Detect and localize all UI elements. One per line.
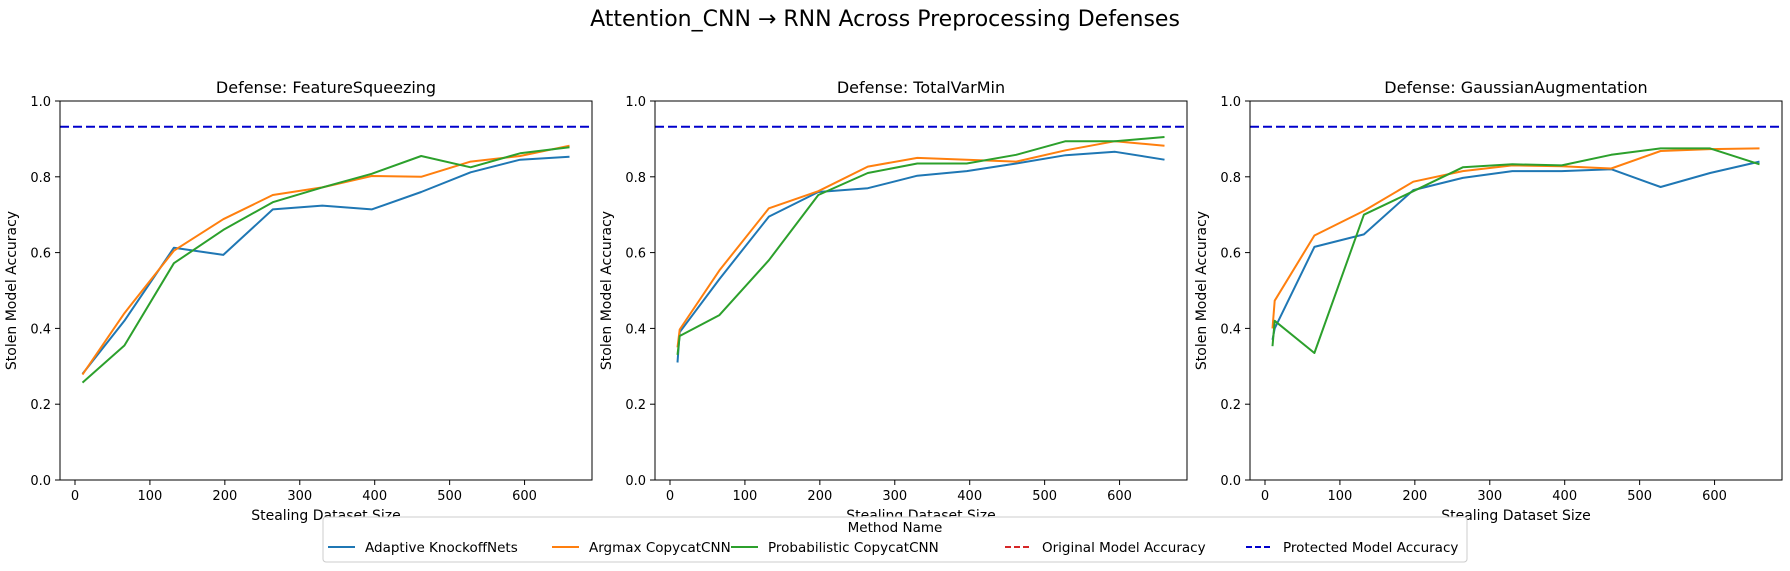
series-line-argmax-copycatcnn: [1271, 147, 1760, 329]
y-tick-label: 0.0: [625, 474, 646, 489]
axes-frame: [654, 100, 1188, 481]
y-axis-label: Stolen Model Accuracy: [599, 211, 615, 370]
x-tick-label: 300: [882, 489, 907, 504]
x-tick-label: 200: [1402, 489, 1427, 504]
y-tick-label: 0.0: [1220, 474, 1241, 489]
x-tick-label: 300: [287, 489, 312, 504]
y-tick-label: 1.0: [1220, 95, 1241, 110]
x-tick-label: 400: [1552, 489, 1577, 504]
legend-item: Protected Model Accuracy: [1246, 540, 1458, 556]
y-tick-label: 0.6: [30, 247, 51, 262]
x-tick-label: 200: [212, 489, 237, 504]
y-tick-label: 0.8: [30, 171, 51, 186]
x-tick-label: 500: [1032, 489, 1057, 504]
series-line-argmax-copycatcnn: [81, 144, 570, 376]
y-tick-label: 0.4: [1220, 322, 1241, 337]
axes-frame: [59, 100, 593, 481]
y-tick-label: 0.8: [625, 171, 646, 186]
axes-frame: [1249, 100, 1783, 481]
series-line-probabilistic-copycatcnn: [1271, 147, 1760, 354]
y-tick-label: 0.4: [30, 322, 51, 337]
x-tick-label: 0: [71, 489, 79, 504]
y-tick-label: 1.0: [625, 95, 646, 110]
x-tick-label: 200: [807, 489, 832, 504]
legend-items: Adaptive KnockoffNets Argmax CopycatCNN Pr…: [328, 540, 1458, 556]
y-tick-label: 1.0: [30, 95, 51, 110]
y-tick-label: 0.0: [30, 474, 51, 489]
x-tick-label: 500: [437, 489, 462, 504]
series-line-adaptive-knockoffnets: [81, 155, 570, 375]
x-tick-label: 0: [666, 489, 674, 504]
legend-item: Adaptive KnockoffNets: [328, 540, 518, 556]
legend-item: Original Model Accuracy: [1005, 540, 1206, 556]
legend-label: Argmax CopycatCNN: [589, 540, 731, 556]
x-tick-label: 600: [1107, 489, 1132, 504]
series-line-argmax-copycatcnn: [676, 140, 1165, 348]
y-axis-label: Stolen Model Accuracy: [4, 211, 20, 370]
y-tick-label: 0.2: [625, 398, 646, 413]
x-tick-label: 500: [1627, 489, 1652, 504]
x-tick-label: 100: [1328, 489, 1353, 504]
y-tick-label: 0.2: [1220, 398, 1241, 413]
x-axis-label: Stealing Dataset Size: [1441, 508, 1591, 524]
series-line-adaptive-knockoffnets: [676, 150, 1165, 363]
x-tick-label: 400: [957, 489, 982, 504]
x-tick-label: 600: [1702, 489, 1727, 504]
panel-1: Defense: FeatureSqueezing 0 100 200 300 400 50…: [4, 78, 593, 524]
x-tick-label: 600: [512, 489, 537, 504]
x-tick-label: 300: [1477, 489, 1502, 504]
panel-3: Defense: GaussianAugmentation 0 100 200 300 4…: [1194, 78, 1783, 524]
legend: Method Name Adaptive KnockoffNets Argmax …: [322, 516, 1468, 563]
legend-title: Method Name: [848, 520, 943, 536]
legend-label: Adaptive KnockoffNets: [365, 540, 518, 556]
panel-title: Defense: TotalVarMin: [837, 78, 1005, 97]
x-tick-label: 400: [362, 489, 387, 504]
x-tick-label: 100: [733, 489, 758, 504]
legend-label: Protected Model Accuracy: [1283, 540, 1458, 556]
chart-panels: Defense: FeatureSqueezing 0 100 200 300 400 50…: [4, 78, 1783, 524]
legend-item: Probabilistic CopycatCNN: [731, 540, 939, 556]
panel-title: Defense: GaussianAugmentation: [1384, 78, 1647, 97]
figure-title: Attention_CNN → RNN Across Preprocessing…: [590, 7, 1180, 32]
series-line-probabilistic-copycatcnn: [81, 146, 570, 384]
series-line-probabilistic-copycatcnn: [676, 136, 1165, 356]
y-tick-label: 0.6: [1220, 247, 1241, 262]
y-tick-label: 0.6: [625, 247, 646, 262]
y-tick-label: 0.8: [1220, 171, 1241, 186]
y-tick-label: 0.2: [30, 398, 51, 413]
legend-label: Probabilistic CopycatCNN: [768, 540, 939, 556]
panel-title: Defense: FeatureSqueezing: [216, 78, 436, 97]
series-line-adaptive-knockoffnets: [1271, 160, 1760, 340]
legend-frame: [322, 516, 1468, 563]
x-tick-label: 0: [1261, 489, 1269, 504]
panel-2: Defense: TotalVarMin 0 100 200 300 400 500 600 0…: [599, 78, 1188, 524]
x-tick-label: 100: [138, 489, 163, 504]
y-axis-label: Stolen Model Accuracy: [1194, 211, 1210, 370]
legend-item: Argmax CopycatCNN: [552, 540, 731, 556]
y-tick-label: 0.4: [625, 322, 646, 337]
legend-label: Original Model Accuracy: [1042, 540, 1206, 556]
